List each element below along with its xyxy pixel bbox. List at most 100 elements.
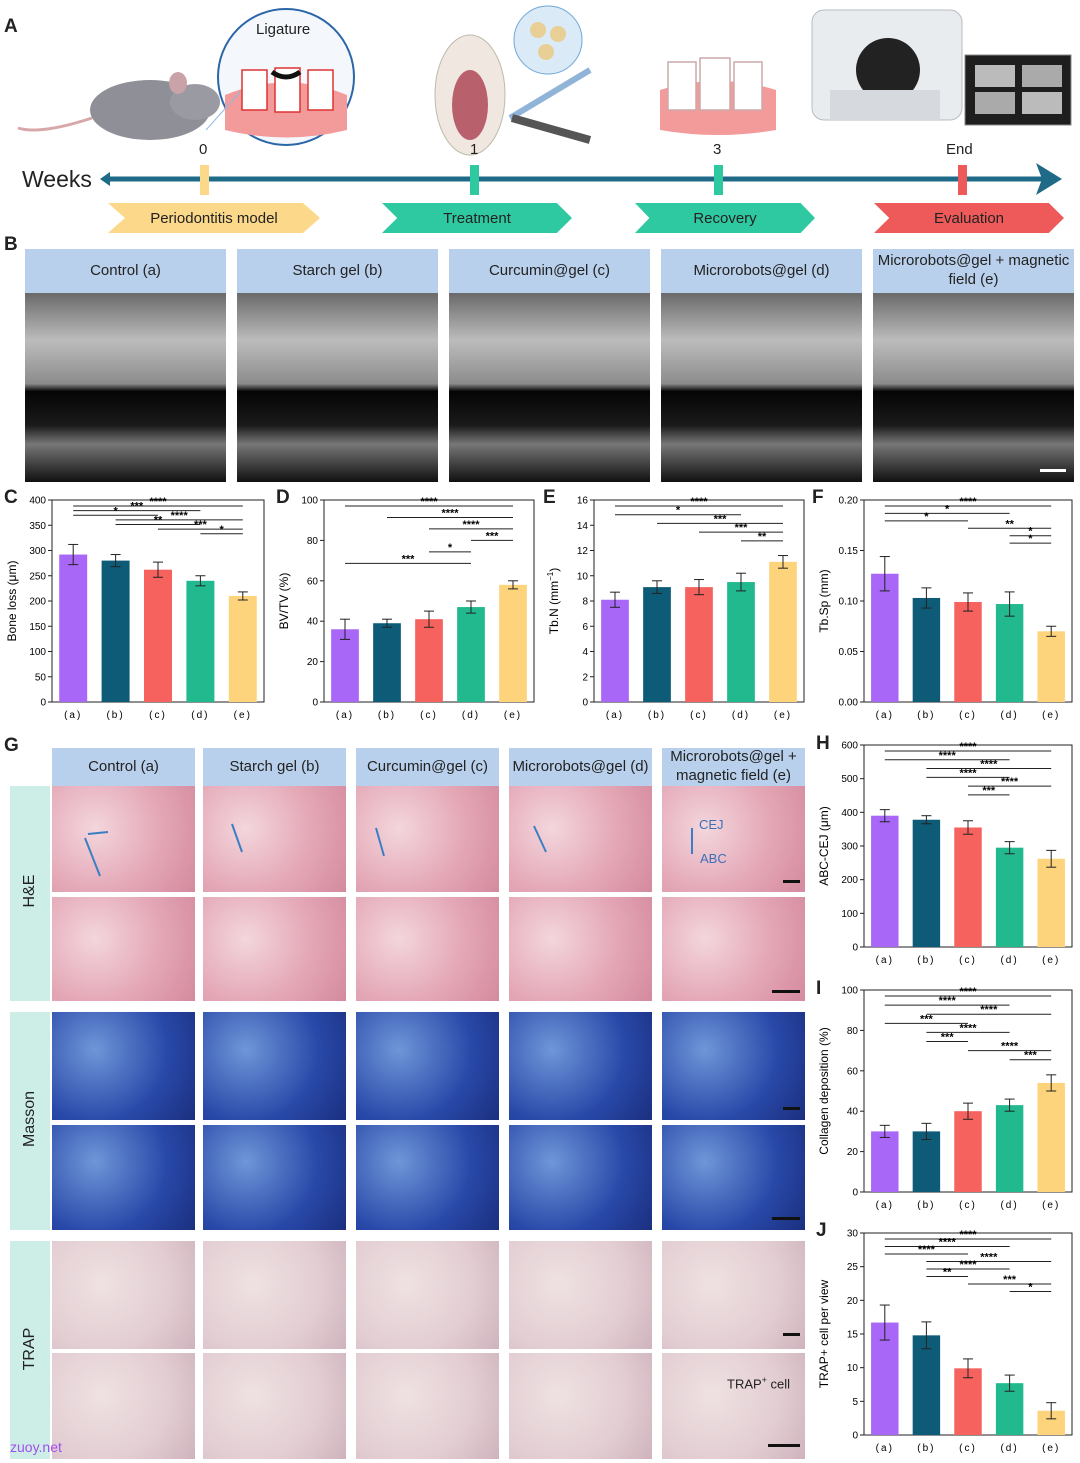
bar bbox=[727, 582, 755, 702]
stain-label-trap: TRAP bbox=[21, 1327, 38, 1371]
he-image-starch-low bbox=[203, 786, 346, 892]
bar bbox=[59, 554, 88, 702]
week-end-tick bbox=[958, 165, 967, 195]
y-tick-label: 0.00 bbox=[839, 698, 859, 709]
masson-image-curcumin-low bbox=[356, 1012, 499, 1120]
bar bbox=[373, 623, 401, 702]
x-tick-label: (e) bbox=[1042, 1200, 1060, 1211]
significance-stars: **** bbox=[1001, 1041, 1019, 1053]
panel-label-d: D bbox=[276, 487, 290, 508]
x-tick-label: (d) bbox=[1000, 955, 1018, 966]
ligature-closeup bbox=[205, 8, 355, 146]
significance-stars: * bbox=[448, 542, 453, 554]
significance-stars: **** bbox=[939, 1237, 957, 1249]
masson-image-control-low bbox=[52, 1012, 195, 1120]
trap-image-microrobots-low bbox=[509, 1241, 652, 1349]
significance-stars: **** bbox=[441, 507, 459, 519]
significance-stars: ** bbox=[154, 515, 163, 527]
trap-image-magnetic-low bbox=[662, 1241, 805, 1349]
x-tick-label: (a) bbox=[876, 1200, 894, 1211]
micro-ct-image-microrobots-magnetic bbox=[873, 293, 1074, 482]
x-tick-label: (b) bbox=[917, 1443, 935, 1454]
bar bbox=[995, 1383, 1024, 1435]
y-tick-label: 40 bbox=[307, 617, 319, 628]
ct-header-control: Control (a) bbox=[25, 249, 226, 293]
ct-header-starch-gel: Starch gel (b) bbox=[237, 249, 438, 293]
masson-image-starch-low bbox=[203, 1012, 346, 1120]
significance-stars: *** bbox=[486, 530, 500, 542]
y-tick-label: 0.10 bbox=[839, 597, 859, 608]
x-tick-label: (c) bbox=[959, 1443, 977, 1454]
scale-bar bbox=[772, 1217, 800, 1220]
bone-loss-chart: 0 50 100 150 200 250 300 350 400 Bone loss (μm) (a… bbox=[5, 496, 265, 721]
y-axis-label: Tb.N (mm−1) bbox=[546, 568, 561, 634]
significance-stars: **** bbox=[980, 759, 998, 771]
scale-bar bbox=[783, 880, 800, 883]
masson-image-curcumin-high bbox=[356, 1125, 499, 1230]
x-tick-label: (c) bbox=[959, 1200, 977, 1211]
significance-stars: * bbox=[945, 503, 950, 515]
significance-stars: * bbox=[1028, 533, 1033, 545]
significance-stars: *** bbox=[1003, 1274, 1017, 1286]
y-tick-label: 100 bbox=[841, 986, 858, 997]
micro-ct-image-starch-gel bbox=[237, 293, 438, 482]
x-tick-label: (a) bbox=[876, 710, 894, 721]
stage-periodontitis-model: Periodontitis model bbox=[108, 203, 320, 233]
x-tick-label: (b) bbox=[378, 710, 396, 721]
panel-label-h: H bbox=[816, 733, 830, 754]
weeks-axis-label: Weeks bbox=[22, 166, 92, 192]
micro-ct-scanner-illustration bbox=[811, 9, 1072, 126]
y-axis-label: TRAP+ cell per view bbox=[817, 1279, 831, 1388]
micro-ct-image-control bbox=[25, 293, 226, 482]
significance-stars: **** bbox=[959, 741, 977, 753]
x-tick-label: (c) bbox=[420, 710, 438, 721]
histo-header-curcumin-gel: Curcumin@gel (c) bbox=[356, 748, 499, 786]
x-tick-label: (b) bbox=[917, 955, 935, 966]
ct-header-curcumin-gel: Curcumin@gel (c) bbox=[449, 249, 650, 293]
bar bbox=[1037, 858, 1065, 947]
x-tick-label: (b) bbox=[106, 710, 124, 721]
y-tick-label: 20 bbox=[847, 1296, 859, 1307]
significance-stars: **** bbox=[980, 1004, 998, 1016]
significance-stars: * bbox=[924, 511, 929, 523]
y-tick-label: 400 bbox=[29, 496, 46, 507]
micro-ct-image-microrobots-gel bbox=[661, 293, 862, 482]
y-tick-label: 0 bbox=[582, 698, 588, 709]
significance-stars: **** bbox=[420, 496, 438, 508]
bar bbox=[457, 607, 485, 702]
y-tick-label: 0 bbox=[40, 698, 46, 709]
tb-n-chart: 0 2 4 6 8 10 12 14 16 Tb.N (mm−1) (a) (b) (c) (d) (e) *… bbox=[546, 496, 805, 721]
trap-image-curcumin-low bbox=[356, 1241, 499, 1349]
x-tick-label: (e) bbox=[1042, 1443, 1060, 1454]
y-tick-label: 150 bbox=[29, 622, 46, 633]
panel-label-b: B bbox=[4, 234, 18, 255]
x-tick-label: (d) bbox=[1000, 710, 1018, 721]
scale-bar bbox=[783, 1333, 800, 1336]
y-tick-label: 16 bbox=[577, 496, 589, 507]
y-tick-label: 2 bbox=[582, 672, 588, 683]
trap-image-control-high bbox=[52, 1353, 195, 1459]
significance-stars: ** bbox=[943, 1267, 952, 1279]
panel-label-j: J bbox=[816, 1220, 827, 1241]
x-tick-label: (d) bbox=[1000, 1443, 1018, 1454]
bar bbox=[601, 599, 629, 702]
significance-stars: ** bbox=[1005, 518, 1014, 530]
treatment-illustration bbox=[434, 5, 592, 156]
week-label-0: 0 bbox=[199, 141, 208, 158]
y-tick-label: 0 bbox=[852, 943, 858, 954]
he-image-microrobots-high bbox=[509, 897, 652, 1001]
y-tick-label: 100 bbox=[841, 909, 858, 920]
y-tick-label: 0 bbox=[852, 1431, 858, 1442]
significance-stars: **** bbox=[959, 767, 977, 779]
timeline-illustrations bbox=[17, 5, 1072, 195]
y-tick-label: 14 bbox=[577, 521, 589, 532]
y-tick-label: 0.05 bbox=[839, 647, 859, 658]
stain-band-masson bbox=[10, 1012, 50, 1230]
x-tick-label: (c) bbox=[959, 710, 977, 721]
x-tick-label: (d) bbox=[1000, 1200, 1018, 1211]
bar bbox=[912, 1335, 941, 1435]
y-tick-label: 600 bbox=[841, 741, 858, 752]
ct-header-microrobots-magnetic: Microrobots@gel + magnetic field (e) bbox=[873, 249, 1074, 293]
micro-ct-image-curcumin-gel bbox=[449, 293, 650, 482]
scale-bar bbox=[1040, 469, 1066, 472]
